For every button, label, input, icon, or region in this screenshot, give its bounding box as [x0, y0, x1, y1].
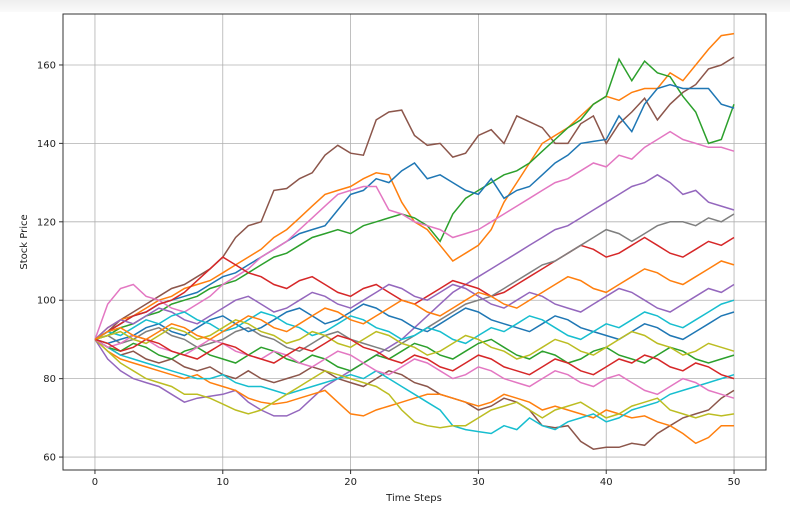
series-line	[94, 213, 735, 353]
series-line	[94, 299, 735, 345]
x-tick-label: 40	[600, 477, 613, 488]
x-tick-label: 30	[472, 477, 485, 488]
x-tick-label: 0	[92, 477, 98, 488]
series-line	[94, 338, 734, 445]
series-line	[94, 56, 735, 341]
y-tick-label: 160	[37, 60, 56, 71]
series-line	[94, 32, 735, 340]
series-line	[94, 338, 735, 429]
series-line	[94, 334, 735, 399]
series-line	[94, 318, 735, 360]
series-line	[94, 130, 735, 340]
y-tick-label: 80	[43, 374, 56, 385]
series-line	[94, 338, 735, 435]
window-top-bar	[0, 0, 790, 12]
series-line	[94, 338, 735, 372]
x-tick-label: 50	[728, 477, 741, 488]
y-tick-label: 60	[43, 453, 56, 464]
ticks: 0 10 20 30 40 50 60 80 100 120 140 160	[37, 60, 741, 488]
series-line	[94, 334, 735, 380]
series-line	[94, 260, 735, 341]
series-line	[94, 303, 735, 345]
x-axis-label: Time Steps	[385, 493, 442, 504]
series-line	[94, 338, 735, 450]
series-line	[94, 173, 735, 417]
series-line	[94, 83, 735, 341]
y-axis-label: Stock Price	[19, 214, 30, 269]
y-tick-label: 120	[37, 217, 56, 228]
series-lines	[94, 32, 735, 450]
series-line	[94, 57, 735, 341]
y-tick-label: 100	[37, 296, 56, 307]
x-tick-label: 10	[216, 477, 229, 488]
x-tick-label: 20	[344, 477, 357, 488]
plot-frame	[62, 13, 767, 471]
series-line	[94, 236, 735, 341]
y-tick-label: 140	[37, 139, 56, 150]
